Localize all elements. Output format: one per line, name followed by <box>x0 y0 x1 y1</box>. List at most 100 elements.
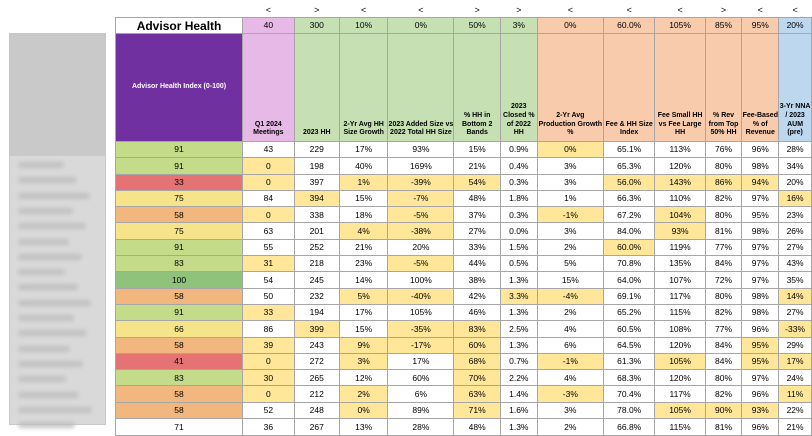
column-header: Advisor Health Index (0-100) <box>114 33 244 142</box>
data-cell: 104% <box>654 206 706 224</box>
data-cell: 26% <box>778 222 812 240</box>
health-score-cell: 91 <box>114 238 244 257</box>
data-cell: 17% <box>338 303 389 322</box>
average-cell: 115% <box>654 418 706 436</box>
data-cell: 65.2% <box>602 303 656 322</box>
data-cell: 97% <box>741 271 780 289</box>
data-cell: 34% <box>778 157 812 175</box>
data-cell: 83% <box>453 320 501 338</box>
data-cell: 169% <box>387 157 455 175</box>
column-header: 2-Yr Avg Production Growth % <box>536 33 605 142</box>
data-cell: 397 <box>293 173 340 191</box>
data-cell: 1.3% <box>499 271 538 289</box>
data-cell: 60% <box>453 336 501 354</box>
data-cell: 1.4% <box>499 385 538 403</box>
data-cell: 84 <box>242 189 295 208</box>
data-cell: 70.4% <box>602 385 656 403</box>
target-value: 85% <box>704 17 743 34</box>
data-cell: 80% <box>704 157 743 175</box>
data-cell: 212 <box>293 385 340 403</box>
data-cell: 80% <box>704 287 743 305</box>
data-cell: 68.3% <box>602 369 656 387</box>
data-cell: 11% <box>778 385 812 403</box>
data-cell: 265 <box>293 369 340 387</box>
data-cell: 20% <box>778 173 812 191</box>
data-cell: 105% <box>387 303 455 322</box>
data-cell: 30 <box>242 369 295 387</box>
target-value: 3% <box>499 17 538 34</box>
average-cell: 81% <box>704 418 743 436</box>
data-cell: 0.3% <box>499 173 538 191</box>
health-score-cell: 75 <box>114 189 244 208</box>
target-value: 50% <box>453 17 501 34</box>
direction-indicator: > <box>474 4 480 15</box>
data-cell: 27% <box>453 222 501 240</box>
redacted-name <box>18 269 65 276</box>
direction-row: < > < < > > < < < > < < <box>116 3 812 18</box>
data-cell: 100% <box>387 271 455 289</box>
data-cell: 98% <box>741 287 780 305</box>
data-cell: 1.3% <box>499 336 538 354</box>
redacted-name <box>18 177 77 184</box>
data-cell: 43% <box>778 255 812 273</box>
data-cell: 56.0% <box>602 173 656 191</box>
direction-indicator: < <box>361 4 367 15</box>
data-cell: 95% <box>741 336 780 354</box>
data-cell: 0% <box>536 140 605 159</box>
column-header: Fee-Based % of Revenue <box>741 33 780 142</box>
data-cell: 97% <box>741 369 780 387</box>
data-cell: 119% <box>654 238 706 257</box>
column-header: Fee & HH Size Index <box>602 33 656 142</box>
data-cell: 93% <box>387 140 455 159</box>
data-cell: 2% <box>338 385 389 403</box>
average-cell: 2% <box>536 418 605 436</box>
data-cell: 84% <box>704 352 743 371</box>
data-cell: 95% <box>741 352 780 371</box>
data-cell: -3% <box>536 385 605 403</box>
data-cell: 60% <box>387 369 455 387</box>
data-cell: 1% <box>338 173 389 191</box>
data-cell: 69.1% <box>602 287 656 305</box>
redacted-name <box>18 299 91 306</box>
table-row: 58 39 243 9% -17% 60% 1.3% 6% 64.5% 120% 84% 95% 29% <box>114 336 812 354</box>
data-cell: 143% <box>654 173 706 191</box>
average-cell: 28% <box>387 418 455 436</box>
data-cell: 3.3% <box>499 287 538 305</box>
data-cell: 70.8% <box>602 255 656 273</box>
table-row: 91 0 198 40% 169% 21% 0.4% 3% 65.3% 120% 80% 98% 34% <box>114 157 812 175</box>
data-cell: 229 <box>293 140 340 159</box>
data-cell: 86% <box>704 173 743 191</box>
data-cell: 110% <box>654 189 706 208</box>
data-cell: 55 <box>242 238 295 257</box>
data-cell: 27% <box>778 238 812 257</box>
data-cell: 394 <box>293 189 340 208</box>
data-cell: 245 <box>293 271 340 289</box>
data-cell: 120% <box>654 369 706 387</box>
data-cell: 78.0% <box>602 401 656 420</box>
data-cell: 0% <box>338 401 389 420</box>
column-header: % Rev from Top 50% HH <box>704 33 743 142</box>
advisor-health-table: < > < < > > < < < > < < Advisor Health 40 300 10% 0% 50% 3… <box>114 3 812 436</box>
data-cell: 4% <box>338 222 389 240</box>
table-row: 75 84 394 15% -7% 48% 1.8% 1% 66.3% 110% 82% 97% 16% <box>114 189 812 208</box>
redacted-name <box>18 345 70 352</box>
data-cell: 84% <box>704 336 743 354</box>
data-cell: 98% <box>741 303 780 322</box>
data-cell: 65.1% <box>602 140 656 159</box>
redacted-name <box>18 223 86 230</box>
data-cell: 95% <box>741 206 780 224</box>
data-cell: 28% <box>778 140 812 159</box>
data-cell: 82% <box>704 189 743 208</box>
direction-indicator <box>116 3 243 18</box>
redacted-name <box>18 422 75 429</box>
data-cell: 117% <box>654 385 706 403</box>
data-cell: 272 <box>293 352 340 371</box>
column-header: % HH in Bottom 2 Bands <box>453 33 501 142</box>
direction-indicator: < <box>677 4 683 15</box>
health-score-cell: 83 <box>114 255 244 273</box>
data-cell: 1% <box>536 189 605 208</box>
data-cell: 86 <box>242 320 295 338</box>
target-value: 0% <box>387 17 455 34</box>
data-cell: 105% <box>654 401 706 420</box>
table-title: Advisor Health <box>114 17 244 34</box>
